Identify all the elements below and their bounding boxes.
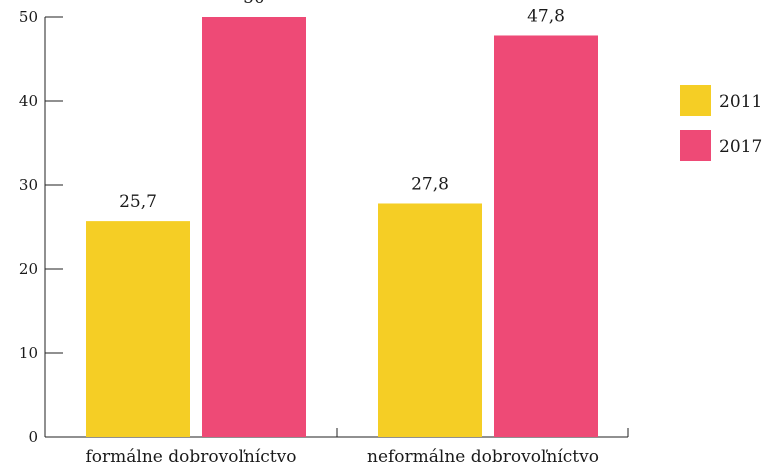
- y-tick-label: 0: [28, 428, 38, 446]
- legend-swatch-2017: [680, 130, 711, 161]
- y-tick-label: 40: [19, 92, 38, 110]
- legend: 2011 2017: [680, 85, 762, 161]
- x-axis: formálne dobrovoľníctvo neformálne dobrov…: [45, 428, 629, 465]
- legend-label: 2017: [719, 137, 762, 157]
- y-axis: 0 10 20 30 40 50: [19, 8, 63, 446]
- value-labels: 25,7 27,8 50 47,8: [119, 0, 565, 212]
- bar-2017: [494, 35, 598, 437]
- x-category-label: formálne dobrovoľníctvo: [86, 447, 297, 465]
- y-tick-label: 50: [19, 8, 38, 26]
- y-tick-label: 10: [19, 344, 38, 362]
- data-label: 50: [243, 0, 265, 8]
- legend-label: 2011: [719, 92, 762, 112]
- y-tick-label: 20: [19, 260, 38, 278]
- bar-2011: [378, 203, 482, 437]
- bar-2011: [86, 221, 190, 437]
- y-tick-label: 30: [19, 176, 38, 194]
- bar-2017: [202, 17, 306, 437]
- data-label: 27,8: [411, 174, 449, 194]
- bars: [86, 17, 598, 437]
- x-category-label: neformálne dobrovoľníctvo: [367, 447, 599, 465]
- data-label: 47,8: [527, 6, 565, 26]
- data-label: 25,7: [119, 192, 157, 212]
- legend-swatch-2011: [680, 85, 711, 116]
